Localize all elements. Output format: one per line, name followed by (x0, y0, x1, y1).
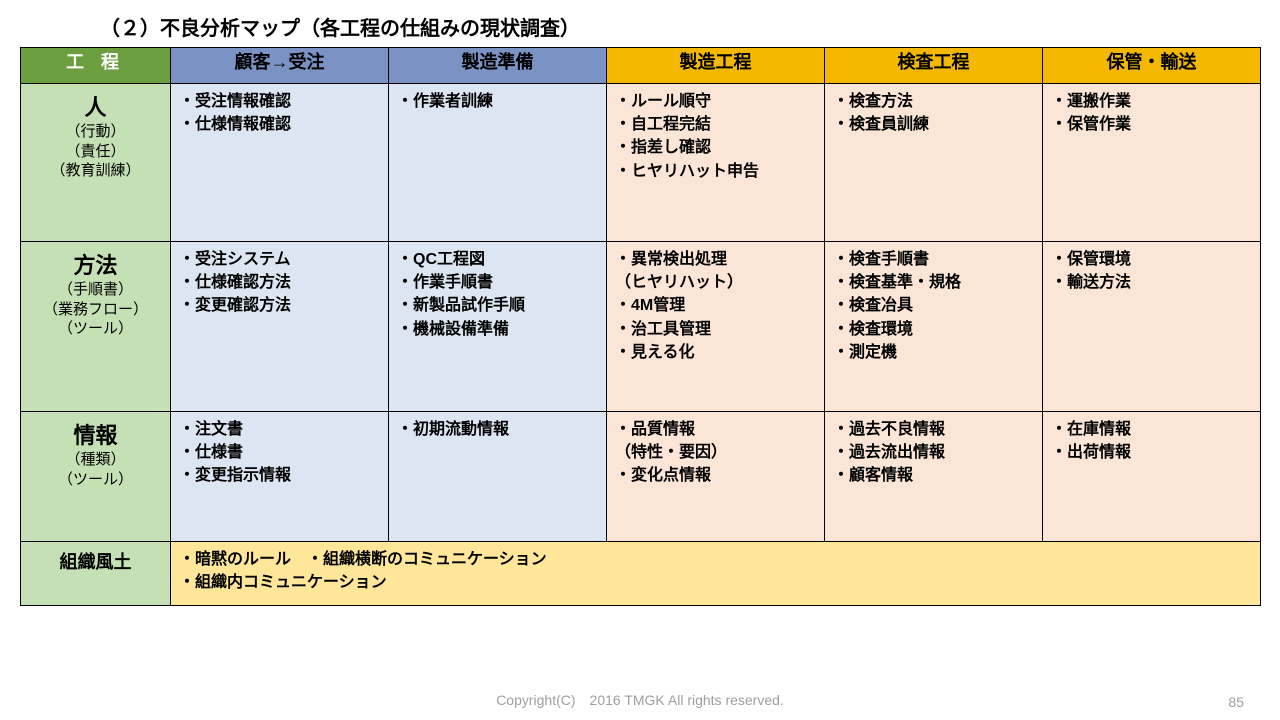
cell-person-3: ・ルール順守・自工程完結・指差し確認・ヒヤリハット申告 (607, 84, 825, 242)
header-col-4: 検査工程 (825, 48, 1043, 84)
cell-method-3: ・異常検出処理 （ヒヤリハット）・4M管理・治工具管理・見える化 (607, 242, 825, 412)
copyright-footer: Copyright(C) 2016 TMGK All rights reserv… (0, 690, 1280, 710)
cell-person-2: ・作業者訓練 (389, 84, 607, 242)
header-col-2: 製造準備 (389, 48, 607, 84)
header-corner: 工 程 (21, 48, 171, 84)
rowhead-main: 方法 (23, 248, 168, 280)
header-row: 工 程 顧客→受注 製造準備 製造工程 検査工程 保管・輸送 (21, 48, 1261, 84)
cell-method-4: ・検査手順書・検査基準・規格・検査冶具・検査環境・測定機 (825, 242, 1043, 412)
cell-person-5: ・運搬作業・保管作業 (1043, 84, 1261, 242)
rowhead-sub: （種類） (23, 450, 168, 470)
cell-info-1: ・注文書・仕様書・変更指示情報 (171, 412, 389, 542)
rowhead-sub: （責任） (23, 142, 168, 162)
page-number: 85 (1228, 694, 1244, 710)
cell-method-2: ・QC工程図・作業手順書・新製品試作手順・機械設備準備 (389, 242, 607, 412)
rowhead-sub: （業務フロー） (23, 300, 168, 320)
row-info: 情報 （種類） （ツール） ・注文書・仕様書・変更指示情報 ・初期流動情報 ・品… (21, 412, 1261, 542)
rowhead-sub: （教育訓練） (23, 161, 168, 181)
rowhead-info: 情報 （種類） （ツール） (21, 412, 171, 542)
rowhead-sub: （ツール） (23, 470, 168, 490)
header-col-3: 製造工程 (607, 48, 825, 84)
header-col-1: 顧客→受注 (171, 48, 389, 84)
rowhead-sub: （ツール） (23, 319, 168, 339)
cell-info-4: ・過去不良情報・過去流出情報・顧客情報 (825, 412, 1043, 542)
row-culture: 組織風土 ・暗黙のルール ・組織横断のコミュニケーション・組織内コミュニケーショ… (21, 542, 1261, 606)
cell-method-1: ・受注システム・仕様確認方法・変更確認方法 (171, 242, 389, 412)
cell-person-4: ・検査方法・検査員訓練 (825, 84, 1043, 242)
page-title: （２）不良分析マップ（各工程の仕組みの現状調査） (100, 12, 1260, 41)
rowhead-main: 情報 (23, 418, 168, 450)
rowhead-main: 組織風土 (23, 548, 168, 574)
cell-info-3: ・品質情報 （特性・要因）・変化点情報 (607, 412, 825, 542)
row-person: 人 （行動） （責任） （教育訓練） ・受注情報確認・仕様情報確認 ・作業者訓練… (21, 84, 1261, 242)
cell-method-5: ・保管環境・輸送方法 (1043, 242, 1261, 412)
rowhead-sub: （手順書） (23, 280, 168, 300)
rowhead-person: 人 （行動） （責任） （教育訓練） (21, 84, 171, 242)
cell-info-5: ・在庫情報・出荷情報 (1043, 412, 1261, 542)
header-col-5: 保管・輸送 (1043, 48, 1261, 84)
rowhead-method: 方法 （手順書） （業務フロー） （ツール） (21, 242, 171, 412)
rowhead-culture: 組織風土 (21, 542, 171, 606)
cell-person-1: ・受注情報確認・仕様情報確認 (171, 84, 389, 242)
rowhead-sub: （行動） (23, 122, 168, 142)
cell-culture-merged: ・暗黙のルール ・組織横断のコミュニケーション・組織内コミュニケーション (171, 542, 1261, 606)
row-method: 方法 （手順書） （業務フロー） （ツール） ・受注システム・仕様確認方法・変更… (21, 242, 1261, 412)
analysis-map-table: 工 程 顧客→受注 製造準備 製造工程 検査工程 保管・輸送 人 （行動） （責… (20, 47, 1261, 606)
rowhead-main: 人 (23, 90, 168, 122)
cell-info-2: ・初期流動情報 (389, 412, 607, 542)
